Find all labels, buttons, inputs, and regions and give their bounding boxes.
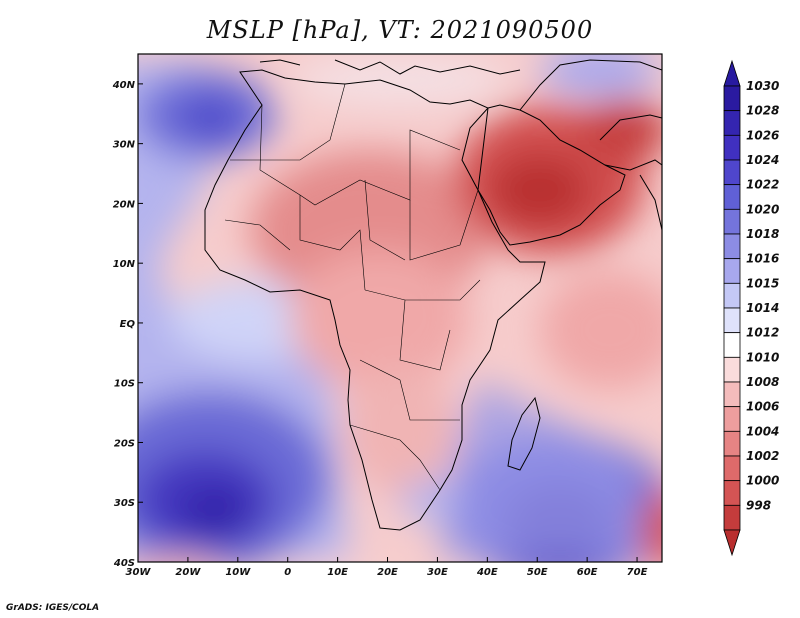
colorbar-label: 1018 [746,227,779,241]
colorbar-swatch [723,159,741,186]
colorbar-swatch [723,110,741,136]
africa-coastline [204,69,546,531]
lat-tick-label: 20S [114,438,135,449]
lat-tick-label: 30S [114,498,135,509]
colorbar-label: 1024 [746,153,779,167]
madagascar-coastline [507,396,541,471]
colorbar-bottom-arrow [723,529,741,557]
colorbar-label: 1004 [746,424,779,438]
colorbar-swatch [723,455,741,482]
colorbar-label: 1002 [746,449,779,463]
longitude-ticks: 30W 20W 10W 0 10E 20E 30E 40E 50E 60E 70E [126,557,648,578]
lon-tick-label: 60E [577,567,598,578]
colorbar-swatch [723,381,741,408]
lat-tick-label: 10N [113,259,136,270]
colorbar-swatch [723,430,741,457]
colorbar-label: 1028 [746,104,779,118]
map-title: MSLP [hPa], VT: 2021090500 [206,16,594,44]
europe-coastline [259,59,521,75]
colorbar-label: 1000 [746,474,779,488]
colorbar-swatch [723,208,741,235]
colorbar-swatch [723,504,741,531]
lon-tick-label: 10W [225,567,251,578]
lat-tick-label: 30N [113,140,136,151]
colorbar-swatch [723,332,741,358]
india-coastline [639,174,662,231]
colorbar-label: 1015 [746,276,779,290]
country-borders [224,83,481,491]
colorbar-swatch [723,356,741,383]
lat-tick-label: 20N [113,199,136,210]
colorbar-label: 1012 [746,326,779,340]
lon-tick-label: 20W [175,567,201,578]
colorbar-label: 1008 [746,375,779,389]
arabia-coastline [477,104,626,246]
colorbar-label: 1022 [746,178,779,192]
lon-tick-label: 0 [284,567,291,578]
lon-tick-label: 30E [427,567,448,578]
lat-tick-label: 40S [113,558,135,569]
lat-tick-label: EQ [120,319,136,330]
colorbar-swatch [723,307,741,334]
colorbar-swatch [723,406,741,432]
lon-tick-label: 20E [377,567,398,578]
colorbar-swatch [723,282,741,309]
colorbar-label: 1014 [746,301,779,315]
colorbar-swatch [723,134,741,161]
latitude-ticks: 40N 30N 20N 10N EQ 10S 20S 30S 40S [112,80,143,569]
colorbar-swatch [723,85,741,112]
colorbar-swatch [723,258,741,284]
lat-tick-label: 10S [114,379,135,390]
colorbar-swatch [723,480,741,506]
colorbar-swatch [723,184,741,210]
colorbar-label: 1006 [746,400,779,414]
lon-tick-label: 10E [327,567,348,578]
colorbar-label: 1026 [746,128,779,142]
colorbar-label: 1016 [746,252,779,266]
lon-tick-label: 30W [126,567,152,578]
lon-tick-label: 50E [527,567,548,578]
grads-credit: GrADS: IGES/COLA [6,603,100,613]
colorbar-label: 1010 [746,350,779,364]
lon-tick-label: 70E [627,567,648,578]
coastlines [204,59,662,531]
plot-frame [137,53,663,563]
colorbar-label: 1020 [746,202,779,216]
colorbar-label: 1030 [746,79,779,93]
lat-tick-label: 40N [112,80,136,91]
colorbar-label: 998 [746,498,771,512]
colorbar-swatch [723,233,741,260]
pressure-field [138,54,662,562]
lon-tick-label: 40E [476,567,498,578]
colorbar-top-arrow [723,59,741,87]
asia-coastline [519,59,662,171]
colorbar: 1030 1028 1026 1024 1022 1020 1018 1016 1015 1014… [723,59,779,557]
